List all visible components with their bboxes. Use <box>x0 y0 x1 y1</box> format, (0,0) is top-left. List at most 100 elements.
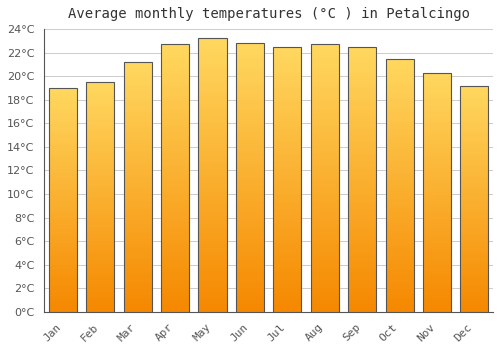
Bar <box>49 265 77 267</box>
Bar <box>423 211 451 214</box>
Bar <box>124 82 152 85</box>
Bar <box>386 142 413 145</box>
Bar <box>124 222 152 224</box>
Bar <box>124 127 152 130</box>
Bar <box>161 106 189 108</box>
Bar <box>236 234 264 237</box>
Bar <box>198 233 226 236</box>
Bar <box>49 198 77 200</box>
Bar <box>161 256 189 258</box>
Bar <box>124 112 152 114</box>
Bar <box>124 175 152 177</box>
Bar <box>423 73 451 75</box>
Bar <box>198 85 226 88</box>
Bar <box>310 144 338 146</box>
Bar <box>161 122 189 125</box>
Bar <box>423 135 451 137</box>
Bar <box>198 227 226 230</box>
Bar <box>198 252 226 254</box>
Bar <box>310 213 338 216</box>
Bar <box>198 38 226 312</box>
Bar <box>161 157 189 160</box>
Bar <box>386 64 413 66</box>
Bar <box>198 164 226 167</box>
Bar <box>310 248 338 250</box>
Bar <box>236 81 264 84</box>
Bar <box>198 208 226 211</box>
Bar <box>86 193 115 195</box>
Bar <box>198 173 226 175</box>
Bar <box>348 248 376 251</box>
Bar <box>124 195 152 197</box>
Bar <box>348 116 376 118</box>
Bar <box>236 76 264 78</box>
Bar <box>423 156 451 159</box>
Bar <box>198 298 226 301</box>
Bar <box>124 285 152 287</box>
Bar <box>274 84 301 86</box>
Bar <box>274 254 301 256</box>
Bar <box>124 279 152 282</box>
Bar <box>310 138 338 141</box>
Bar <box>460 194 488 197</box>
Bar <box>198 77 226 79</box>
Bar <box>49 95 77 97</box>
Bar <box>310 69 338 71</box>
Bar <box>86 174 115 176</box>
Bar <box>460 138 488 140</box>
Bar <box>198 268 226 271</box>
Bar <box>49 256 77 258</box>
Bar <box>236 89 264 92</box>
Bar <box>49 292 77 294</box>
Bar <box>49 164 77 166</box>
Bar <box>423 183 451 185</box>
Bar <box>86 252 115 254</box>
Bar <box>198 47 226 49</box>
Bar <box>198 304 226 307</box>
Bar <box>423 288 451 290</box>
Bar <box>423 147 451 149</box>
Bar <box>348 307 376 309</box>
Bar <box>348 267 376 270</box>
Bar <box>348 206 376 209</box>
Bar <box>124 132 152 134</box>
Bar <box>423 197 451 199</box>
Bar <box>423 163 451 166</box>
Bar <box>310 122 338 125</box>
Bar <box>161 309 189 312</box>
Bar <box>460 174 488 176</box>
Bar <box>386 292 413 294</box>
Bar <box>198 156 226 159</box>
Bar <box>423 113 451 116</box>
Bar <box>86 112 115 114</box>
Bar <box>386 299 413 302</box>
Bar <box>348 161 376 163</box>
Bar <box>236 126 264 129</box>
Bar <box>124 94 152 97</box>
Bar <box>86 209 115 211</box>
Bar <box>124 294 152 297</box>
Bar <box>236 167 264 169</box>
Bar <box>49 240 77 243</box>
Bar <box>236 288 264 290</box>
Bar <box>86 188 115 190</box>
Bar <box>86 245 115 247</box>
Bar <box>124 274 152 277</box>
Bar <box>423 159 451 161</box>
Bar <box>86 273 115 275</box>
Bar <box>274 92 301 94</box>
Bar <box>460 99 488 102</box>
Bar <box>423 206 451 209</box>
Bar <box>198 93 226 96</box>
Bar <box>310 191 338 194</box>
Bar <box>274 301 301 304</box>
Bar <box>460 280 488 282</box>
Bar <box>49 102 77 104</box>
Bar <box>236 84 264 86</box>
Bar <box>348 155 376 158</box>
Bar <box>310 216 338 218</box>
Bar <box>49 260 77 262</box>
Bar <box>386 107 413 109</box>
Bar <box>310 141 338 144</box>
Bar <box>49 106 77 108</box>
